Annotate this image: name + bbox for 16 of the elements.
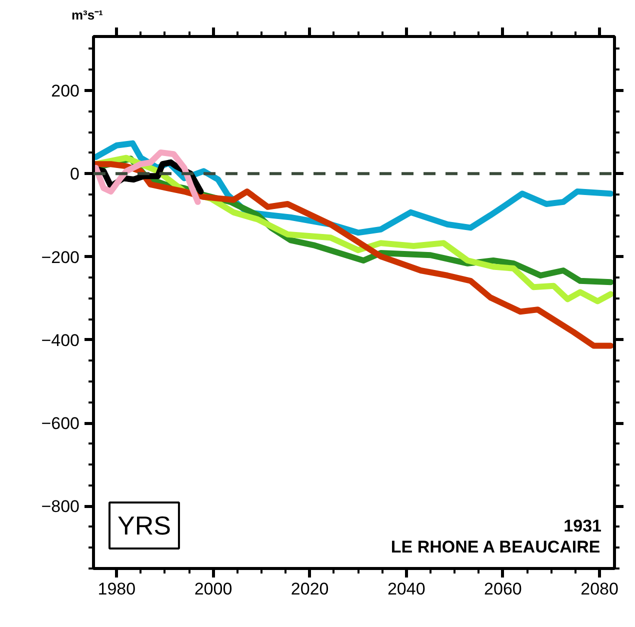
y-tick-label: 0 <box>70 164 80 184</box>
x-tick-label: 2020 <box>290 580 329 598</box>
x-tick-label: 1980 <box>98 580 136 598</box>
y-tick-label: −200 <box>41 248 80 267</box>
x-tick-label: 2000 <box>194 580 232 598</box>
x-tick-label: 2080 <box>580 580 618 598</box>
y-tick-label: −600 <box>41 414 80 434</box>
annotation: 1931 <box>564 516 602 536</box>
y-axis-title: m³s⁻¹ <box>72 8 103 22</box>
annotation: LE RHONE A BEAUCAIRE <box>390 538 600 556</box>
y-tick-label: −400 <box>41 330 80 350</box>
x-tick-label: 2040 <box>387 580 426 598</box>
y-tick-label: −800 <box>41 497 80 516</box>
annotation: YRS <box>118 510 171 540</box>
x-tick-label: 2060 <box>484 580 522 598</box>
y-tick-label: 200 <box>51 82 80 101</box>
